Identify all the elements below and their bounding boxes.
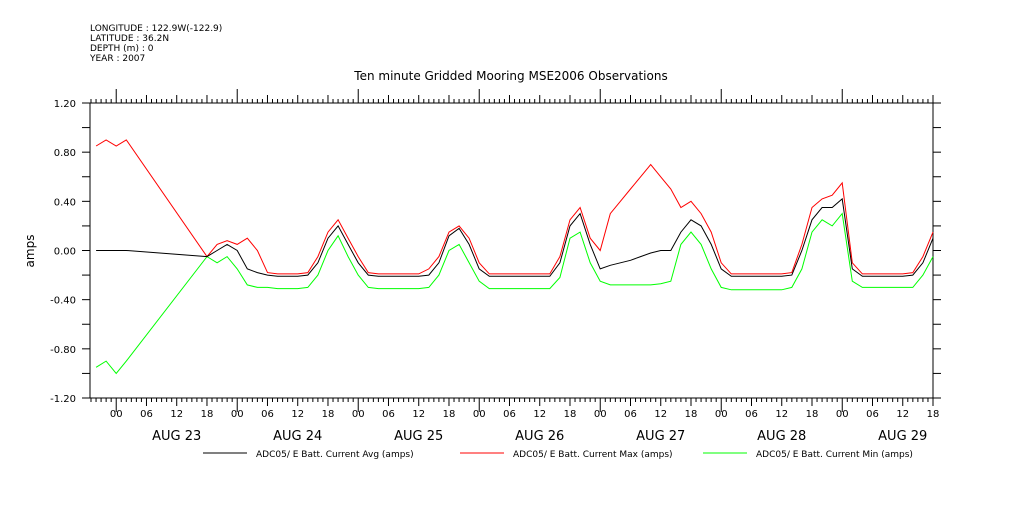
latitude-label: LATITUDE : 36.2N [90, 34, 169, 44]
x-tick-label: 00 [110, 409, 123, 420]
year-label: YEAR : 2007 [89, 54, 145, 64]
x-tick-label: 12 [896, 409, 909, 420]
day-label: AUG 24 [273, 429, 322, 444]
x-tick-label: 00 [231, 409, 244, 420]
chart-title: Ten minute Gridded Mooring MSE2006 Obser… [353, 69, 667, 83]
x-tick-label: 12 [412, 409, 425, 420]
day-label: AUG 28 [757, 429, 806, 444]
series-line-max [95, 139, 934, 275]
series-line-min [95, 212, 934, 375]
x-tick-label: 18 [685, 409, 698, 420]
x-tick-label: 18 [322, 409, 335, 420]
y-tick-label: 0.80 [54, 148, 76, 159]
y-tick-label: -0.40 [50, 296, 76, 307]
x-tick-label: 00 [473, 409, 486, 420]
x-tick-label: 18 [443, 409, 456, 420]
series-line-avg [96, 197, 934, 277]
longitude-label: LONGITUDE : 122.9W(-122.9) [90, 24, 222, 34]
y-tick-label: -1.20 [50, 394, 76, 405]
day-label: AUG 26 [515, 429, 564, 444]
x-tick-label: 12 [533, 409, 546, 420]
x-tick-label: 06 [503, 409, 516, 420]
legend: ADC05/ E Batt. Current Avg (amps) ADC05/ … [203, 450, 913, 460]
x-tick-label: 18 [806, 409, 819, 420]
day-label: AUG 27 [636, 429, 685, 444]
x-tick-label: 00 [715, 409, 728, 420]
legend-label: ADC05/ E Batt. Current Avg (amps) [256, 450, 414, 460]
x-tick-label: 06 [866, 409, 879, 420]
x-tick-label: 00 [352, 409, 365, 420]
x-tick-label: 06 [261, 409, 274, 420]
day-label: AUG 23 [152, 429, 201, 444]
legend-label: ADC05/ E Batt. Current Min (amps) [756, 450, 913, 460]
y-tick-label: -0.80 [50, 345, 76, 356]
x-tick-label: 18 [564, 409, 577, 420]
x-tick-label: 06 [624, 409, 637, 420]
x-tick-label: 12 [654, 409, 667, 420]
day-label: AUG 29 [878, 429, 927, 444]
x-tick-label: 12 [291, 409, 304, 420]
series-group [95, 139, 934, 375]
y-tick-label: 0.00 [54, 247, 76, 258]
y-tick-label: 1.20 [54, 99, 76, 110]
depth-label: DEPTH (m) : 0 [90, 44, 154, 54]
x-tick-label: 18 [927, 409, 940, 420]
x-tick-label: 12 [775, 409, 788, 420]
y-axis-label: amps [23, 235, 37, 268]
axes: -1.20 -0.80 -0.40 0.00 0.40 0.80 1.20 00 06 12 18 0… [50, 89, 941, 444]
legend-label: ADC05/ E Batt. Current Max (amps) [513, 450, 673, 460]
x-tick-label: 00 [836, 409, 849, 420]
x-tick-label: 06 [382, 409, 395, 420]
x-tick-label: 06 [745, 409, 758, 420]
x-tick-label: 00 [594, 409, 607, 420]
x-tick-label: 06 [140, 409, 153, 420]
day-label: AUG 25 [394, 429, 443, 444]
y-tick-label: 0.40 [54, 197, 76, 208]
x-tick-label: 18 [201, 409, 214, 420]
x-tick-label: 12 [170, 409, 183, 420]
